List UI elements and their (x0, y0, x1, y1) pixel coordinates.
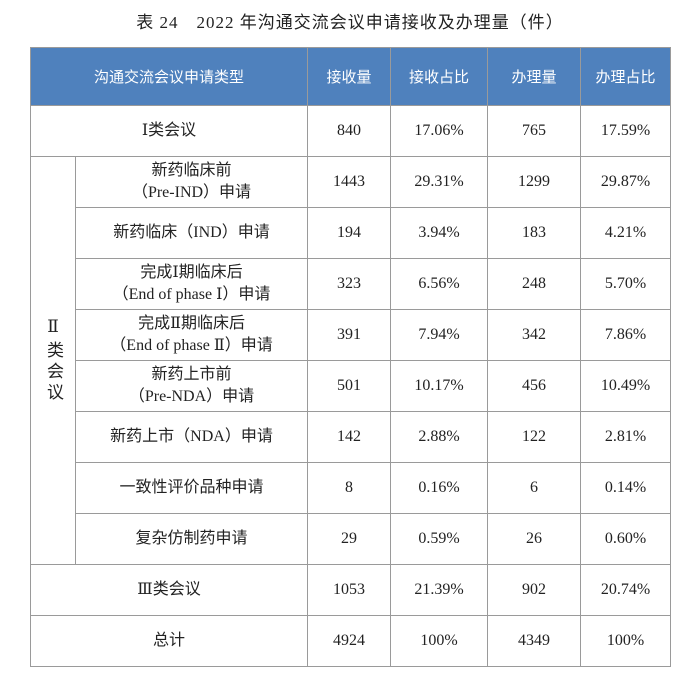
value-cell: 100% (580, 615, 672, 667)
data-table: 沟通交流会议申请类型 接收量 接收占比 办理量 办理占比 Ⅰ类会议 840 17.06% 76… (29, 47, 672, 667)
header-cell: 接收量 (307, 47, 392, 106)
table-row: 一致性评价品种申请 8 0.16% 6 0.14% (31, 462, 672, 514)
value-cell: 21.39% (390, 564, 489, 616)
value-cell: 0.14% (580, 462, 672, 514)
value-cell: 100% (390, 615, 489, 667)
value-cell: 8 (307, 462, 392, 514)
value-cell: 183 (487, 207, 582, 259)
row-label: 新药上市前 （Pre-NDA）申请 (74, 360, 309, 412)
table-row: 总计 4924 100% 4349 100% (29, 615, 672, 667)
label-line: 一致性评价品种申请 (119, 479, 264, 496)
value-cell: 4349 (487, 615, 582, 667)
label-line: 复杂仿制药申请 (135, 530, 248, 547)
table-row: 新药临床（IND）申请 194 3.94% 183 4.21% (31, 207, 672, 259)
label-line: （End of phase Ⅰ）申请 (112, 286, 271, 303)
value-cell: 7.86% (580, 309, 672, 361)
row-label: 完成Ⅱ期临床后 （End of phase Ⅱ）申请 (74, 309, 309, 361)
value-cell: 0.60% (580, 513, 672, 565)
value-cell: 501 (307, 360, 392, 412)
table-row: 完成Ⅰ期临床后 （End of phase Ⅰ）申请 323 6.56% 248 5.70… (31, 258, 672, 310)
label-line: 完成Ⅱ期临床后 (138, 315, 245, 332)
table-row: Ⅱ类会议 新药临床前 （Pre-IND）申请 1443 29.31% 1299 29.87% (30, 156, 672, 565)
value-cell: 10.49% (580, 360, 672, 412)
value-cell: 902 (487, 564, 582, 616)
value-cell: 6 (487, 462, 582, 514)
row-label: 一致性评价品种申请 (74, 462, 309, 514)
table-title: 表 24 2022 年沟通交流会议申请接收及办理量（件） (136, 13, 564, 32)
value-cell: 456 (487, 360, 582, 412)
label-line: 新药临床（IND）申请 (113, 224, 270, 241)
value-cell: 142 (307, 411, 392, 463)
value-cell: 3.94% (390, 207, 489, 259)
row-label: 新药上市（NDA）申请 (74, 411, 309, 463)
value-cell: 29.31% (390, 156, 489, 208)
row-label: 总计 (29, 615, 309, 667)
value-cell: 4924 (307, 615, 392, 667)
table-row: 复杂仿制药申请 29 0.59% 26 0.60% (31, 513, 672, 565)
value-cell: 391 (307, 309, 392, 361)
row-label: Ⅲ类会议 (29, 564, 309, 616)
value-cell: 342 (487, 309, 582, 361)
row-label: 复杂仿制药申请 (74, 513, 309, 565)
value-cell: 20.74% (580, 564, 672, 616)
value-cell: 2.81% (580, 411, 672, 463)
value-cell: 1053 (307, 564, 392, 616)
label-line: 完成Ⅰ期临床后 (140, 264, 243, 281)
value-cell: 6.56% (390, 258, 489, 310)
table-row: 完成Ⅱ期临床后 （End of phase Ⅱ）申请 391 7.94% 342 7.86… (31, 309, 672, 361)
value-cell: 122 (487, 411, 582, 463)
label-line: 新药上市（NDA）申请 (110, 428, 273, 445)
value-cell: 5.70% (580, 258, 672, 310)
value-cell: 248 (487, 258, 582, 310)
value-cell: 1299 (487, 156, 582, 208)
value-cell: 323 (307, 258, 392, 310)
value-cell: 194 (307, 207, 392, 259)
header-cell: 沟通交流会议申请类型 (29, 47, 309, 106)
header-row: 沟通交流会议申请类型 接收量 接收占比 办理量 办理占比 (29, 47, 672, 106)
value-cell: 29.87% (580, 156, 672, 208)
row-label: 完成Ⅰ期临床后 （End of phase Ⅰ）申请 (74, 258, 309, 310)
value-cell: 10.17% (390, 360, 489, 412)
value-cell: 17.06% (390, 105, 489, 157)
label-line: （Pre-IND）申请 (131, 184, 252, 201)
row-label: 新药临床前 （Pre-IND）申请 (74, 156, 309, 208)
label-line: （Pre-NDA）申请 (128, 388, 255, 405)
value-cell: 1443 (307, 156, 392, 208)
value-cell: 17.59% (580, 105, 672, 157)
value-cell: 26 (487, 513, 582, 565)
label-line: 新药临床前 (151, 162, 232, 179)
table-row: 新药上市前 （Pre-NDA）申请 501 10.17% 456 10.49% (31, 360, 672, 412)
table-row: Ⅲ类会议 1053 21.39% 902 20.74% (29, 564, 672, 616)
value-cell: 7.94% (390, 309, 489, 361)
label-line: 总计 (153, 632, 186, 649)
value-cell: 4.21% (580, 207, 672, 259)
label-line: Ⅰ类会议 (141, 122, 197, 139)
label-line: （End of phase Ⅱ）申请 (110, 337, 273, 354)
table-body: Ⅰ类会议 840 17.06% 765 17.59% Ⅱ类会议 新药临床前 （Pre-IND）… (29, 105, 672, 667)
label-line: Ⅲ类会议 (137, 581, 201, 598)
group-label: Ⅱ类会议 (30, 156, 76, 565)
value-cell: 29 (307, 513, 392, 565)
header-cell: 办理量 (487, 47, 582, 106)
value-cell: 765 (487, 105, 582, 157)
label-line: 新药上市前 (151, 366, 232, 383)
header-cell: 接收占比 (390, 47, 489, 106)
table-row: 新药上市（NDA）申请 142 2.88% 122 2.81% (31, 411, 672, 463)
header-cell: 办理占比 (580, 47, 672, 106)
value-cell: 840 (307, 105, 392, 157)
row-label: 新药临床（IND）申请 (74, 207, 309, 259)
value-cell: 2.88% (390, 411, 489, 463)
row-label: Ⅰ类会议 (29, 105, 309, 157)
value-cell: 0.59% (390, 513, 489, 565)
value-cell: 0.16% (390, 462, 489, 514)
table-row: Ⅰ类会议 840 17.06% 765 17.59% (29, 105, 672, 157)
